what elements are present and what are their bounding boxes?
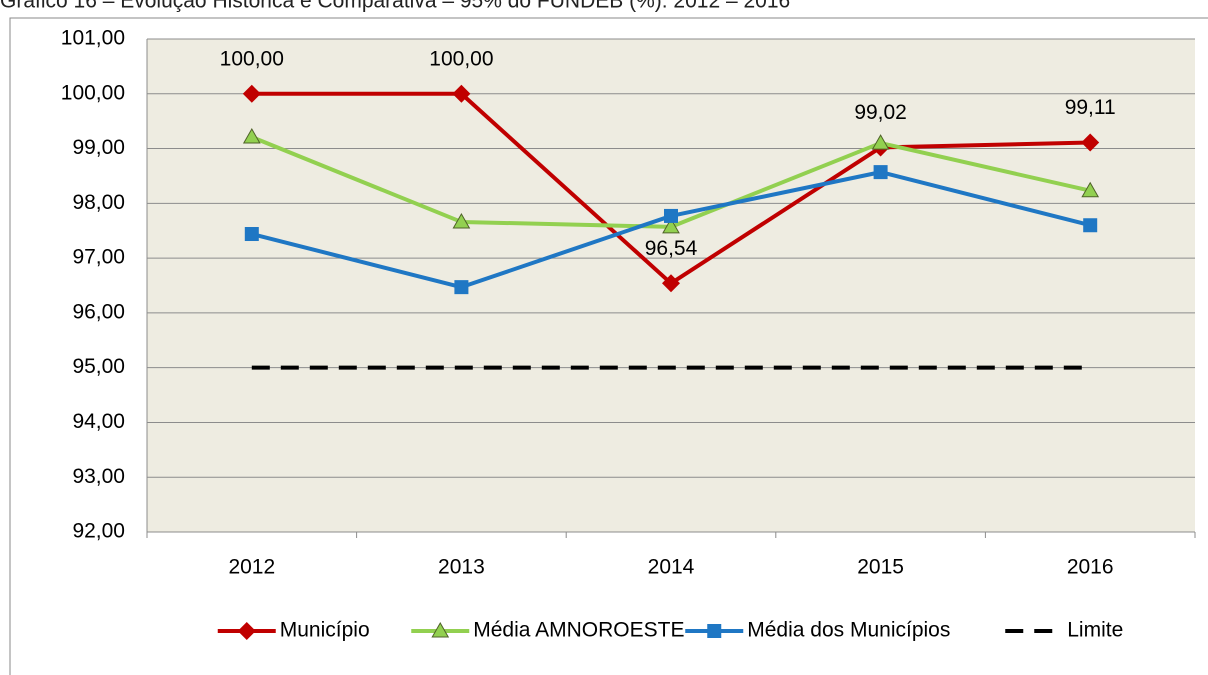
- y-tick-label: 98,00: [72, 191, 125, 214]
- y-tick-label: 99,00: [72, 136, 125, 159]
- y-tick-label: 94,00: [72, 410, 125, 433]
- y-tick-label: 93,00: [72, 465, 125, 488]
- x-tick-label: 2014: [648, 556, 695, 579]
- marker: [242, 84, 261, 103]
- marker: [237, 622, 256, 640]
- chart-title: Gráfico 16 – Evolução Histórica e Compar…: [0, 0, 790, 13]
- legend-label: Média AMNOROESTE: [473, 619, 684, 642]
- x-tick-label: 2016: [1067, 556, 1114, 579]
- y-tick-label: 95,00: [72, 355, 125, 378]
- x-tick-label: 2013: [438, 556, 485, 579]
- marker: [873, 165, 888, 180]
- data-label: 100,00: [429, 47, 493, 70]
- y-tick-label: 100,00: [61, 81, 125, 104]
- marker: [662, 217, 680, 234]
- legend-label: Limite: [1067, 619, 1123, 642]
- y-tick-label: 96,00: [72, 300, 125, 323]
- marker: [244, 227, 259, 242]
- marker: [1081, 133, 1100, 152]
- marker: [871, 134, 890, 150]
- marker: [1083, 218, 1098, 233]
- marker: [664, 208, 678, 223]
- data-label: 99,11: [1065, 96, 1116, 119]
- data-label: 100,00: [220, 47, 284, 70]
- y-tick-label: 92,00: [72, 520, 125, 543]
- marker: [454, 280, 469, 295]
- marker: [662, 274, 680, 293]
- chart-frame: [9, 17, 1208, 675]
- marker: [431, 621, 450, 638]
- data-label: 99,02: [854, 101, 907, 124]
- y-tick-label: 101,00: [61, 27, 125, 50]
- marker: [452, 84, 471, 103]
- marker: [452, 212, 471, 229]
- y-tick-label: 97,00: [72, 246, 125, 269]
- data-label: 96,54: [645, 237, 698, 260]
- legend-label: Média dos Municípios: [747, 619, 950, 642]
- legend-label: Município: [280, 619, 370, 642]
- marker: [1081, 181, 1100, 198]
- x-tick-label: 2015: [857, 556, 904, 579]
- x-tick-label: 2012: [228, 556, 275, 579]
- marker: [242, 128, 261, 144]
- marker: [707, 624, 722, 638]
